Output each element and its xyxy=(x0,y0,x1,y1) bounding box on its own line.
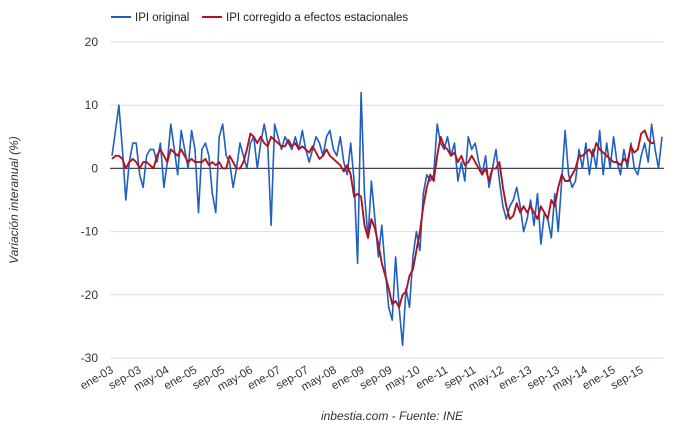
legend: IPI original IPI corregido a efectos est… xyxy=(111,12,408,24)
y-tick-label: -30 xyxy=(81,351,99,365)
source-footer: inbestia.com - Fuente: INE xyxy=(321,409,464,423)
series-line-ipi-corregido xyxy=(111,129,656,309)
grid xyxy=(110,41,664,359)
series-line-ipi-original xyxy=(111,91,663,347)
x-tick-label: ene-11 xyxy=(414,364,450,392)
x-axis-labels: ene-03sep-03may-04ene-05sep-05may-06ene-… xyxy=(78,364,645,394)
legend-label-ipi-corregido: IPI corregido a efectos estacionales xyxy=(226,12,408,24)
y-tick-label: 10 xyxy=(85,98,99,112)
y-tick-label: 20 xyxy=(85,35,99,49)
series-lines xyxy=(111,91,663,347)
x-tick-label: sep-15 xyxy=(609,364,645,392)
y-axis-title: Variación interanual (%) xyxy=(7,136,21,264)
y-tick-label: -20 xyxy=(81,288,99,302)
y-tick-label: -10 xyxy=(81,225,99,239)
y-tick-label: 0 xyxy=(91,161,98,175)
y-axis-labels: 20 10 0 -10 -20 -30 xyxy=(81,35,99,365)
legend-label-ipi-original: IPI original xyxy=(135,12,189,24)
